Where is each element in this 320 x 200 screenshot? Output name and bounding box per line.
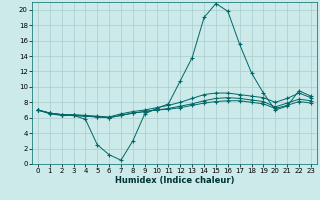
X-axis label: Humidex (Indice chaleur): Humidex (Indice chaleur) (115, 176, 234, 185)
